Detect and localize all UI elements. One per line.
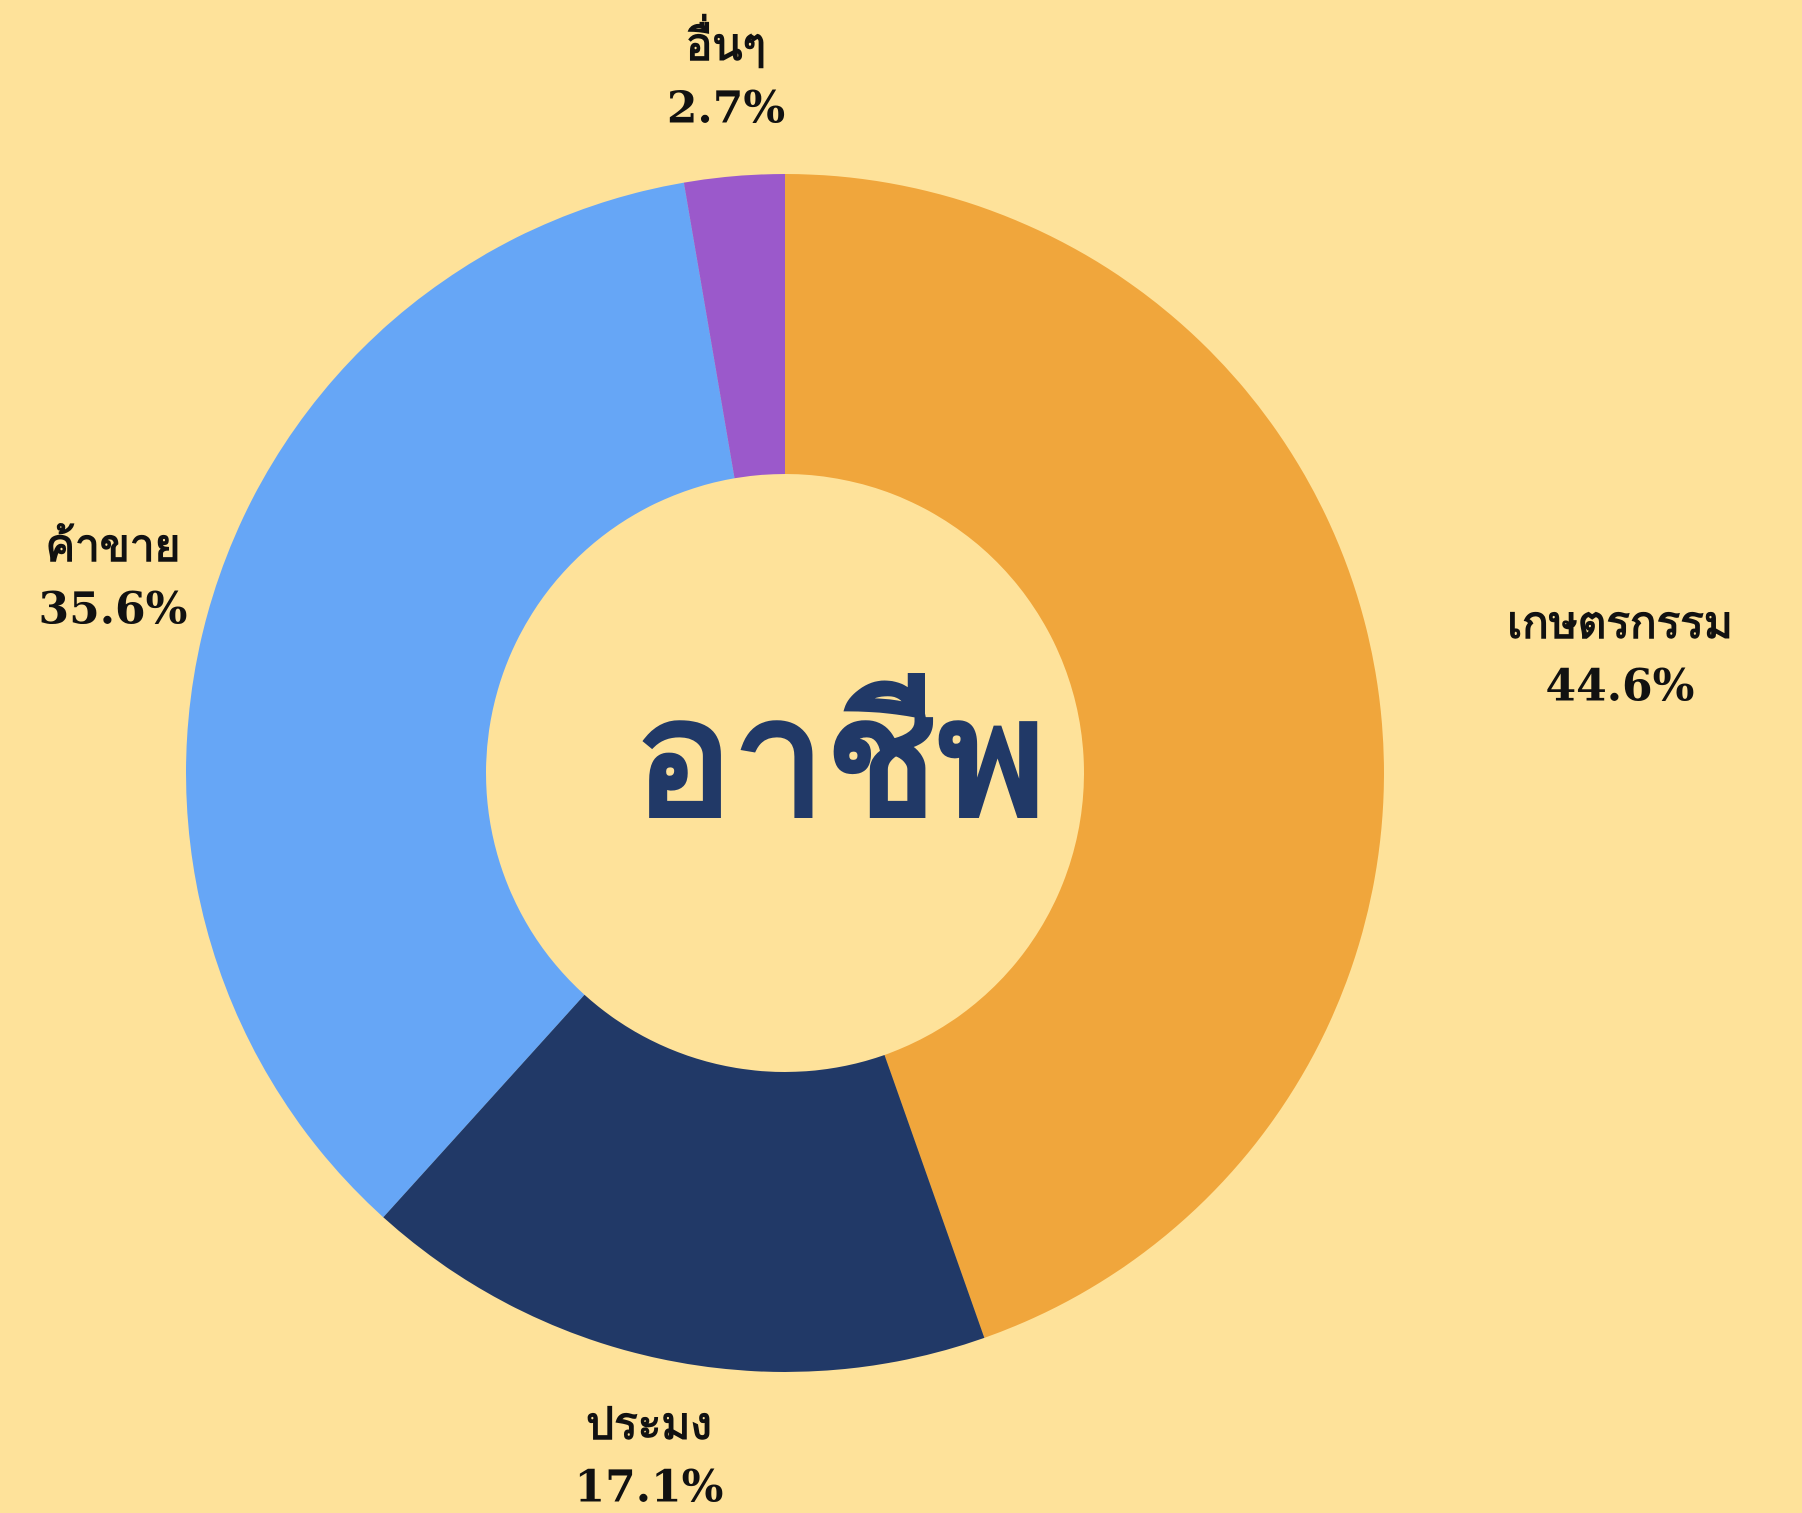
slices bbox=[186, 174, 1384, 1372]
value-label: 17.1% bbox=[575, 1462, 724, 1513]
value-label: 35.6% bbox=[39, 584, 188, 635]
slice bbox=[186, 182, 735, 1218]
slice-label: ค้าขาย bbox=[46, 521, 181, 572]
slice-label: เกษตรกรรม bbox=[1507, 598, 1733, 649]
slice-label: ประมง bbox=[586, 1399, 712, 1450]
value-label: 2.7% bbox=[667, 83, 785, 134]
slice-label: อื่นๆ bbox=[686, 14, 766, 71]
value-label: 44.6% bbox=[1546, 661, 1695, 712]
slice bbox=[383, 994, 985, 1372]
chart-title: อาชีพ bbox=[634, 662, 1047, 854]
slice bbox=[683, 174, 785, 479]
slice bbox=[785, 174, 1384, 1338]
